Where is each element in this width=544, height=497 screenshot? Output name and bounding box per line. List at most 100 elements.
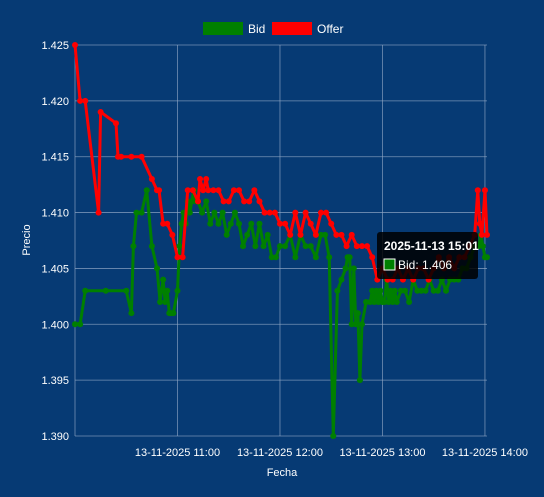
offer-point[interactable] <box>189 187 196 194</box>
offer-point[interactable] <box>203 176 210 183</box>
offer-point[interactable] <box>246 198 253 205</box>
bid-point[interactable] <box>381 298 388 305</box>
bid-point[interactable] <box>352 321 359 328</box>
offer-point[interactable] <box>225 198 232 205</box>
offer-point[interactable] <box>282 220 289 227</box>
bid-point[interactable] <box>479 243 486 250</box>
offer-point[interactable] <box>343 243 350 250</box>
bid-point[interactable] <box>375 298 382 305</box>
bid-point[interactable] <box>282 243 289 250</box>
bid-point[interactable] <box>199 209 206 216</box>
bid-point[interactable] <box>128 310 135 317</box>
bid-point[interactable] <box>338 276 345 283</box>
offer-point[interactable] <box>179 254 186 261</box>
offer-point[interactable] <box>481 187 488 194</box>
bid-point[interactable] <box>174 287 181 294</box>
bid-point[interactable] <box>138 209 145 216</box>
bid-point[interactable] <box>231 209 238 216</box>
bid-point[interactable] <box>484 254 490 261</box>
bid-point[interactable] <box>356 377 363 384</box>
bid-point[interactable] <box>248 220 255 227</box>
bid-point[interactable] <box>123 287 130 294</box>
bid-point[interactable] <box>387 287 394 294</box>
offer-point[interactable] <box>97 109 104 116</box>
offer-point[interactable] <box>156 187 163 194</box>
bid-point[interactable] <box>354 310 361 317</box>
bid-point[interactable] <box>207 220 214 227</box>
offer-point[interactable] <box>184 187 191 194</box>
bid-point[interactable] <box>244 231 251 238</box>
bid-point[interactable] <box>363 298 370 305</box>
offer-point[interactable] <box>297 231 304 238</box>
bid-point[interactable] <box>227 220 234 227</box>
bid-point[interactable] <box>240 243 247 250</box>
offer-point[interactable] <box>476 220 483 227</box>
offer-point[interactable] <box>128 153 135 160</box>
bid-point[interactable] <box>77 321 84 328</box>
offer-point[interactable] <box>138 153 145 160</box>
offer-point[interactable] <box>215 187 222 194</box>
offer-point[interactable] <box>169 231 176 238</box>
offer-point[interactable] <box>353 243 360 250</box>
bid-point[interactable] <box>334 287 341 294</box>
bid-point[interactable] <box>178 220 185 227</box>
legend-offer-label[interactable]: Offer <box>317 22 343 36</box>
bid-point[interactable] <box>148 243 155 250</box>
offer-point[interactable] <box>82 97 89 104</box>
bid-point[interactable] <box>276 243 283 250</box>
offer-point[interactable] <box>348 231 355 238</box>
bid-point[interactable] <box>153 265 160 272</box>
offer-point[interactable] <box>276 220 283 227</box>
offer-point[interactable] <box>369 254 376 261</box>
bid-point[interactable] <box>186 209 193 216</box>
bid-point[interactable] <box>256 220 263 227</box>
bid-point[interactable] <box>342 265 349 272</box>
offer-point[interactable] <box>323 209 330 216</box>
offer-point[interactable] <box>230 187 237 194</box>
bid-point[interactable] <box>443 287 450 294</box>
offer-point[interactable] <box>148 176 155 183</box>
bid-point[interactable] <box>252 243 259 250</box>
bid-point[interactable] <box>418 287 425 294</box>
bid-point[interactable] <box>211 209 218 216</box>
offer-point[interactable] <box>197 176 204 183</box>
bid-point[interactable] <box>302 243 309 250</box>
bid-point[interactable] <box>377 287 384 294</box>
offer-point[interactable] <box>261 209 268 216</box>
bid-point[interactable] <box>130 243 137 250</box>
bid-point[interactable] <box>160 276 167 283</box>
bid-point[interactable] <box>371 298 378 305</box>
bid-point[interactable] <box>292 254 299 261</box>
bid-point[interactable] <box>430 287 437 294</box>
offer-point[interactable] <box>118 153 125 160</box>
offer-point[interactable] <box>317 209 324 216</box>
offer-point[interactable] <box>200 187 207 194</box>
bid-point[interactable] <box>346 254 353 261</box>
bid-point[interactable] <box>367 298 374 305</box>
offer-point[interactable] <box>478 231 485 238</box>
bid-point[interactable] <box>268 254 275 261</box>
bid-point[interactable] <box>393 298 400 305</box>
offer-point[interactable] <box>364 243 371 250</box>
offer-point[interactable] <box>77 97 84 104</box>
offer-point[interactable] <box>307 220 314 227</box>
bid-point[interactable] <box>330 433 337 439</box>
offer-point[interactable] <box>256 198 263 205</box>
bid-point[interactable] <box>414 287 421 294</box>
bid-point[interactable] <box>373 287 380 294</box>
offer-point[interactable] <box>235 187 242 194</box>
bid-point[interactable] <box>164 287 171 294</box>
bid-point[interactable] <box>350 265 357 272</box>
bid-point[interactable] <box>307 243 314 250</box>
bid-point[interactable] <box>422 287 429 294</box>
offer-point[interactable] <box>266 209 273 216</box>
offer-point[interactable] <box>484 231 490 238</box>
bid-point[interactable] <box>215 220 222 227</box>
offer-point[interactable] <box>271 209 278 216</box>
offer-point[interactable] <box>164 220 171 227</box>
legend[interactable]: Bid Offer <box>203 22 343 36</box>
bid-point[interactable] <box>348 321 355 328</box>
legend-offer-swatch[interactable] <box>272 22 312 35</box>
bid-point[interactable] <box>406 298 413 305</box>
bid-point[interactable] <box>312 254 319 261</box>
